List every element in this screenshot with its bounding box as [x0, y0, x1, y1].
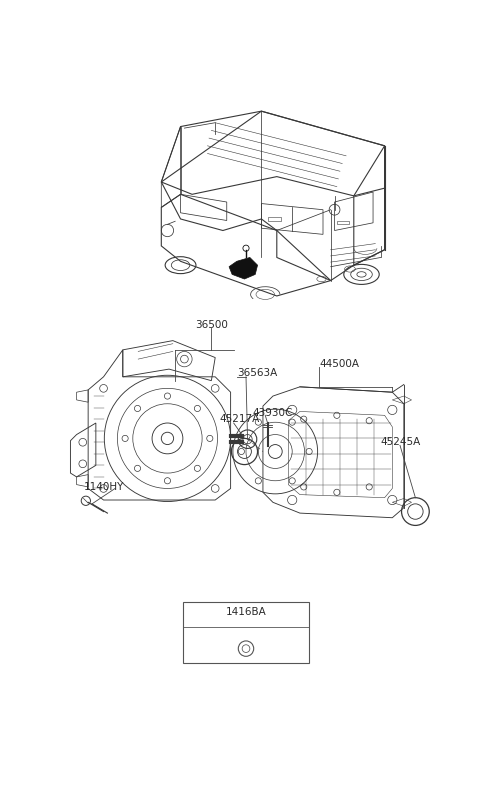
Text: 1416BA: 1416BA — [226, 606, 266, 617]
Bar — [337, 220, 349, 224]
Text: 36563A: 36563A — [237, 368, 277, 378]
Text: 45217A: 45217A — [219, 414, 259, 425]
Bar — [267, 217, 281, 221]
Text: 45245A: 45245A — [381, 437, 421, 447]
Text: 36500: 36500 — [195, 320, 228, 330]
Bar — [183, 602, 309, 663]
Text: 44500A: 44500A — [319, 359, 359, 369]
Text: 1140HY: 1140HY — [84, 482, 125, 492]
Polygon shape — [229, 258, 258, 279]
Text: 43930C: 43930C — [252, 408, 292, 418]
